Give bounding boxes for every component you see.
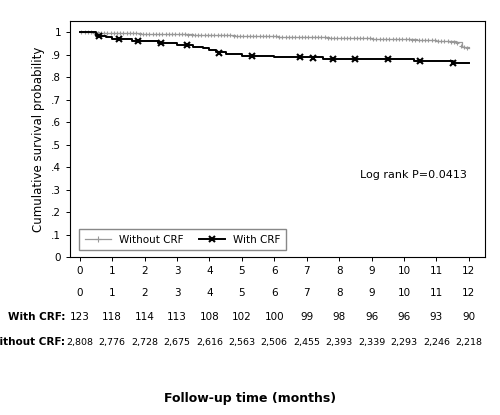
Text: 2,616: 2,616 [196, 338, 223, 347]
Text: 118: 118 [102, 312, 122, 322]
Text: With CRF:: With CRF: [8, 312, 65, 322]
Text: 10: 10 [398, 288, 410, 298]
Text: 2,455: 2,455 [293, 338, 320, 347]
Text: 93: 93 [430, 312, 443, 322]
Text: 2,218: 2,218 [456, 338, 482, 347]
Text: 2,776: 2,776 [98, 338, 126, 347]
Text: 98: 98 [332, 312, 345, 322]
Text: Log rank P=0.0413: Log rank P=0.0413 [360, 169, 468, 180]
Text: 8: 8 [336, 288, 342, 298]
Legend: Without CRF, With CRF: Without CRF, With CRF [80, 229, 286, 250]
Text: 90: 90 [462, 312, 475, 322]
Text: 2: 2 [142, 288, 148, 298]
Text: 114: 114 [134, 312, 154, 322]
Text: 96: 96 [398, 312, 410, 322]
Text: 5: 5 [238, 288, 245, 298]
Text: 2,293: 2,293 [390, 338, 417, 347]
Text: 96: 96 [365, 312, 378, 322]
Text: 2,246: 2,246 [423, 338, 450, 347]
Text: 108: 108 [200, 312, 220, 322]
Text: 1: 1 [109, 288, 116, 298]
Text: 99: 99 [300, 312, 314, 322]
Text: 2,506: 2,506 [261, 338, 288, 347]
Text: 0: 0 [76, 288, 83, 298]
Text: 2,563: 2,563 [228, 338, 256, 347]
Text: 2,808: 2,808 [66, 338, 93, 347]
Text: 2,728: 2,728 [131, 338, 158, 347]
Text: 4: 4 [206, 288, 212, 298]
Text: 12: 12 [462, 288, 475, 298]
Text: 2,339: 2,339 [358, 338, 385, 347]
Text: 9: 9 [368, 288, 375, 298]
Text: Follow-up time (months): Follow-up time (months) [164, 392, 336, 405]
Text: 3: 3 [174, 288, 180, 298]
Y-axis label: Cumulative survival probability: Cumulative survival probability [32, 46, 46, 232]
Text: 113: 113 [167, 312, 187, 322]
Text: Without CRF:: Without CRF: [0, 337, 65, 347]
Text: 11: 11 [430, 288, 443, 298]
Text: 2,393: 2,393 [326, 338, 352, 347]
Text: 6: 6 [271, 288, 278, 298]
Text: 100: 100 [264, 312, 284, 322]
Text: 7: 7 [304, 288, 310, 298]
Text: 102: 102 [232, 312, 252, 322]
Text: 123: 123 [70, 312, 89, 322]
Text: 2,675: 2,675 [164, 338, 190, 347]
